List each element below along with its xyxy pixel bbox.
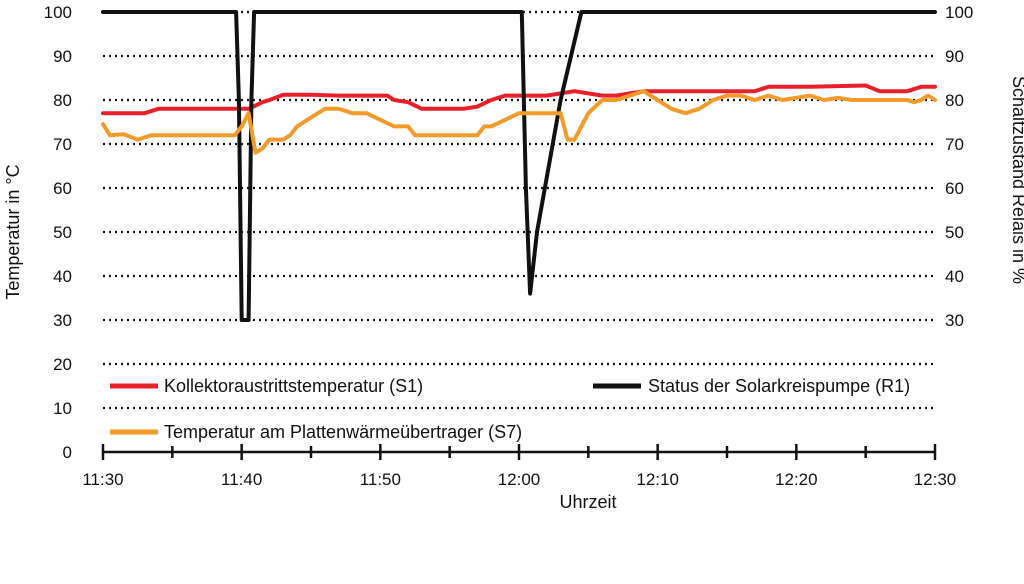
x-tick-label: 11:30 <box>82 470 123 489</box>
y-right-tick-label: 50 <box>945 223 964 242</box>
y-left-tick-label: 90 <box>53 47 72 66</box>
y-left-tick-label: 80 <box>53 91 72 110</box>
y-right-tick-label: 40 <box>945 267 964 286</box>
y-axis-left-title: Temperatur in °C <box>3 164 23 299</box>
x-axis-title: Uhrzeit <box>559 492 616 512</box>
axes: 0 10 20 30 40 50 60 70 80 90 100 30 40 50 60 70 80 90 100 1… <box>44 3 974 489</box>
legend: Kollektoraustrittstemperatur (S1) Status … <box>107 375 950 443</box>
series-line <box>101 83 937 116</box>
x-tick-label: 12:30 <box>914 470 957 489</box>
y-right-tick-label: 60 <box>945 179 964 198</box>
x-tick-label: 11:40 <box>221 470 262 489</box>
y-left-tick-label: 50 <box>53 223 72 242</box>
y-left-tick-label: 40 <box>53 267 72 286</box>
legend-label: Temperatur am Plattenwärmeübertrager (S7… <box>164 422 522 442</box>
y-left-tick-label: 100 <box>44 3 72 22</box>
x-tick-label: 12:20 <box>775 470 818 489</box>
legend-label: Kollektoraustrittstemperatur (S1) <box>164 376 423 396</box>
legend-text-backdrop <box>646 375 950 397</box>
y-left-tick-label: 70 <box>53 135 72 154</box>
y-axis-right-title: Schaltzustand Relais in % <box>1009 76 1024 284</box>
series-line <box>101 10 937 322</box>
y-right-tick-label: 80 <box>945 91 964 110</box>
y-left-tick-label: 0 <box>63 443 72 462</box>
x-tick-label: 11:50 <box>360 470 401 489</box>
x-tick-label: 12:00 <box>498 470 541 489</box>
legend-label: Status der Solarkreispumpe (R1) <box>648 376 910 396</box>
series-line <box>101 89 937 155</box>
y-right-tick-label: 70 <box>945 135 964 154</box>
x-tick-label: 12:10 <box>636 470 679 489</box>
series-layer <box>101 10 937 322</box>
y-right-tick-label: 90 <box>945 47 964 66</box>
y-right-tick-label: 30 <box>945 311 964 330</box>
legend-text-backdrop <box>162 421 562 443</box>
y-right-tick-label: 100 <box>945 3 973 22</box>
grid-lines <box>103 10 935 410</box>
y-left-tick-label: 20 <box>53 355 72 374</box>
y-left-tick-label: 10 <box>53 399 72 418</box>
y-left-tick-label: 60 <box>53 179 72 198</box>
legend-text-backdrop <box>162 375 485 397</box>
y-left-tick-label: 30 <box>53 311 72 330</box>
